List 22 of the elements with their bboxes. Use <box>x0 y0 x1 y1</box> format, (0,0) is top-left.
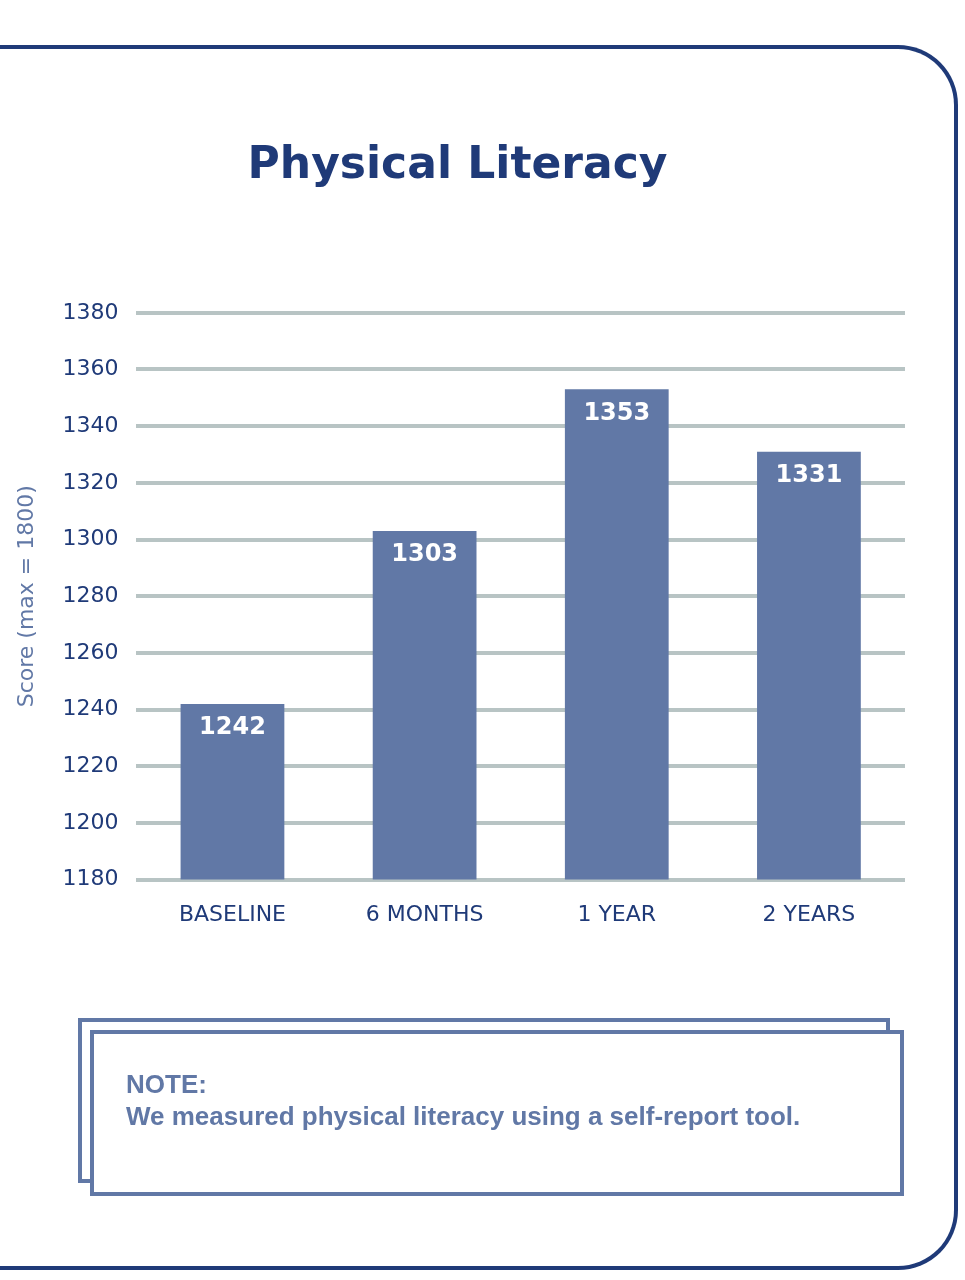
x-tick-label: 6 MONTHS <box>365 900 484 926</box>
y-tick-label: 1340 <box>62 411 119 437</box>
y-tick-label: 1200 <box>62 808 119 834</box>
data-label: 1353 <box>583 397 651 426</box>
y-tick-label: 1360 <box>62 355 119 381</box>
text: NOTE: We measured physical literacy using a self-report tool. <box>90 1030 904 1196</box>
y-tick-label: 1220 <box>62 751 119 777</box>
y-tick-label: 1260 <box>62 638 119 664</box>
x-tick-label: BASELINE <box>178 900 287 926</box>
chart-title: Physical Literacy <box>247 136 668 188</box>
data-label: 1303 <box>391 539 459 568</box>
x-tick-label: 1 YEAR <box>577 900 657 926</box>
y-tick-label: 1380 <box>62 298 119 324</box>
y-tick-label: 1300 <box>62 525 119 551</box>
y-axis-title: Score (max = 1800) <box>12 485 38 708</box>
y-tick-label: 1180 <box>62 865 119 891</box>
data-label: 1331 <box>775 459 843 488</box>
data-label: 1242 <box>199 712 266 741</box>
x-tick-label: 2 YEARS <box>762 900 856 926</box>
y-tick-label: 1240 <box>62 695 119 721</box>
y-tick-label: 1280 <box>62 581 119 607</box>
y-tick-label: 1320 <box>62 468 119 494</box>
